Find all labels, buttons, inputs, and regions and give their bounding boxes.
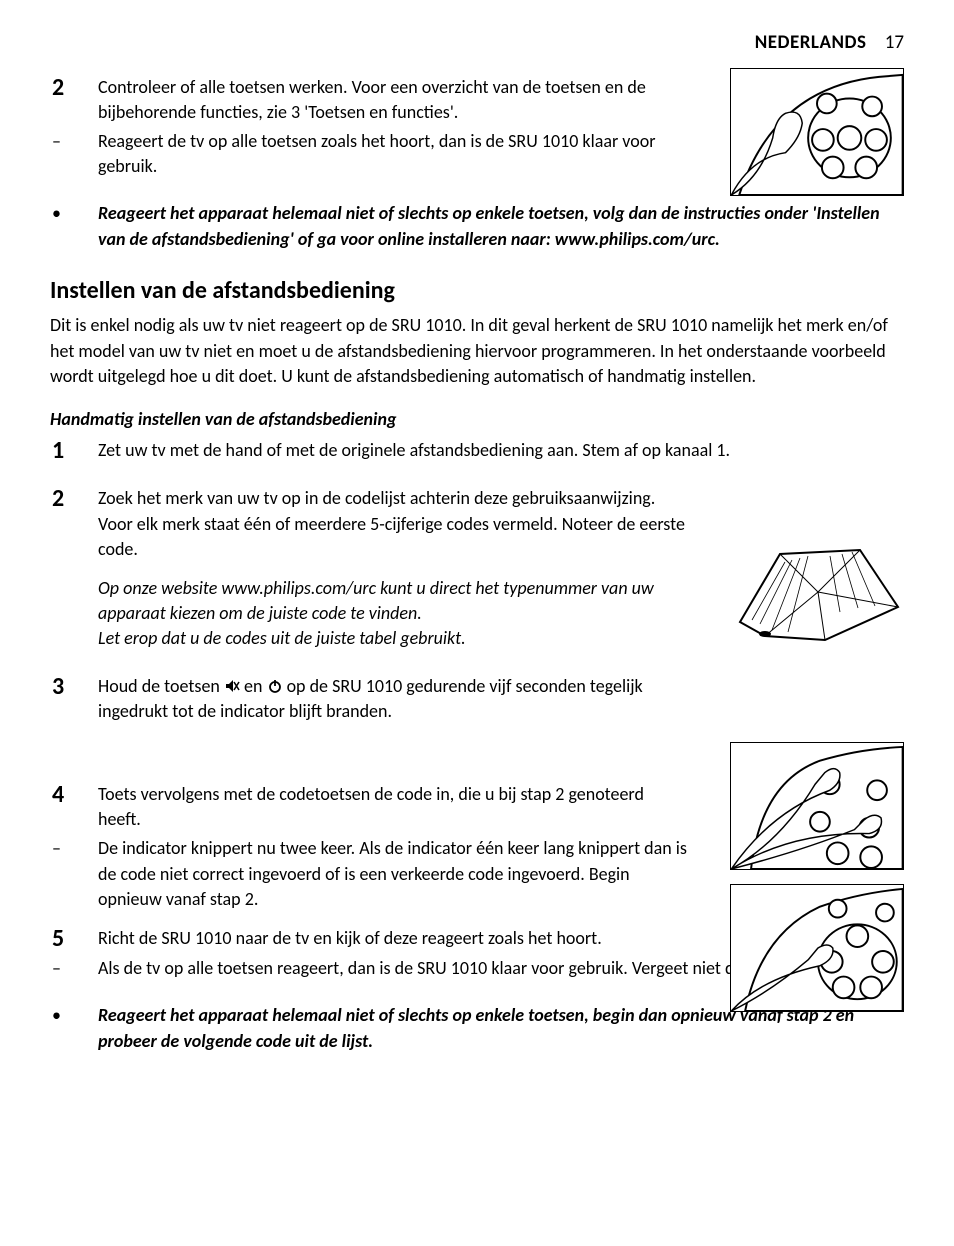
language-label: NEDERLANDS <box>755 31 867 54</box>
manual-step-1: 1 Zet uw tv met de hand of met de origin… <box>50 438 904 464</box>
step-number: 5 <box>50 926 98 952</box>
step-number: 1 <box>50 438 98 464</box>
step-number: 4 <box>50 782 98 808</box>
note-1-text: Reageert het apparaat helemaal niet of s… <box>98 201 904 251</box>
dash-marker: – <box>50 956 98 981</box>
text-mid: en <box>240 675 267 697</box>
note-a: Op onze website www.philips.com/urc kunt… <box>98 577 654 624</box>
dash-marker: – <box>50 129 98 154</box>
mute-icon <box>224 678 240 694</box>
step-number: 3 <box>50 674 98 700</box>
section-title: Instellen van de afstandsbediening <box>50 274 904 308</box>
step-number: 2 <box>50 75 98 101</box>
note-1: • Reageert het apparaat helemaal niet of… <box>50 201 904 251</box>
illustration-remote-buttons <box>730 68 904 196</box>
manual-step-4-dash-text: De indicator knippert nu twee keer. Als … <box>98 836 688 912</box>
bullet-marker: • <box>50 201 98 226</box>
manual-step-2-text: Zoek het merk van uw tv op in de codelij… <box>98 486 688 562</box>
page-number: 17 <box>885 31 904 54</box>
step-2-dash-text: Reageert de tv op alle toetsen zoals het… <box>98 129 688 179</box>
illustration-hold-two-buttons <box>730 742 904 870</box>
page-header: NEDERLANDS 17 <box>50 30 904 57</box>
manual-step-1-text: Zet uw tv met de hand of met de originel… <box>98 438 904 463</box>
step-2-text: Controleer of alle toetsen werken. Voor … <box>98 75 688 125</box>
illustration-code-booklet <box>730 542 904 648</box>
section-intro: Dit is enkel nodig als uw tv niet reagee… <box>50 313 904 389</box>
dash-marker: – <box>50 836 98 861</box>
manual-step-3: 3 Houd de toetsen en op de SRU 1010 gedu… <box>50 674 904 724</box>
subheading-manual: Handmatig instellen van de afstandsbedie… <box>50 407 904 432</box>
note-b: Let erop dat u de codes uit de juiste ta… <box>98 627 466 649</box>
bullet-marker: • <box>50 1003 98 1028</box>
step-number: 2 <box>50 486 98 512</box>
manual-step-3-text: Houd de toetsen en op de SRU 1010 gedure… <box>98 674 688 724</box>
manual-step-4-text: Toets vervolgens met de codetoetsen de c… <box>98 782 688 832</box>
manual-step-2-note-text: Op onze website www.philips.com/urc kunt… <box>98 576 688 652</box>
power-icon <box>267 678 283 694</box>
text-pre: Houd de toetsen <box>98 675 224 697</box>
illustration-enter-code <box>730 884 904 1012</box>
